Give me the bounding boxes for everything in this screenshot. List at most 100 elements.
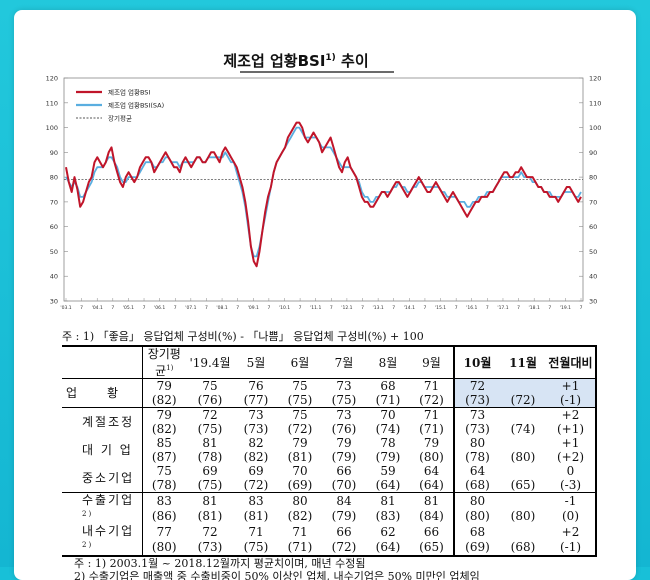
table-cell: 81 xyxy=(410,491,454,509)
x-tick-label: '04.1 xyxy=(92,305,103,311)
table-cell: (73) xyxy=(243,422,269,436)
x-tick-label: 7 xyxy=(392,305,395,311)
table-cell: (80) xyxy=(141,539,186,557)
x-tick-label: '12.1 xyxy=(341,305,352,311)
x-tick-label: '09.1 xyxy=(248,305,259,311)
column-header: 8월 xyxy=(366,345,410,379)
x-tick-label: 7 xyxy=(455,305,458,311)
table-cell xyxy=(500,524,546,539)
row-label: 계절조정 xyxy=(62,407,142,436)
y-tick-label-right: 120 xyxy=(589,75,601,83)
x-tick-label: '14.1 xyxy=(404,305,415,311)
table-cell: (-1) xyxy=(546,539,597,557)
table-cell: (79) xyxy=(331,450,357,464)
x-tick-label: '11.1 xyxy=(310,305,321,311)
table-cell: (76) xyxy=(197,393,223,407)
table-cell: 66 xyxy=(336,464,352,478)
table-cell: 81 xyxy=(186,491,234,509)
table-row: 업 황 79 75 76 75 73 68 71 72 +1 xyxy=(62,378,597,400)
y-tick-label-left: 110 xyxy=(46,99,58,107)
bsi-line-chart: 제조업 업황BSI1) 추이 30 30 40 40 50 50 60 60 70 70 80 80 90… xyxy=(46,52,602,311)
table-cell: (69) xyxy=(453,539,500,557)
table-cell: 80 xyxy=(453,491,500,509)
x-tick-label: 7 xyxy=(580,305,583,311)
table-cell: 81 xyxy=(366,491,410,509)
y-tick-label-left: 30 xyxy=(50,298,58,306)
table-cell: 71 xyxy=(423,379,440,393)
x-tick-label: 7 xyxy=(424,305,427,311)
y-tick-label-right: 110 xyxy=(589,99,601,107)
y-tick-label-left: 100 xyxy=(46,124,58,132)
table-row: (86) (81) (81) (82) (79) (83) (84) (80) (80) (0) xyxy=(62,508,597,524)
table-cell: 68 xyxy=(453,524,500,540)
table-row: (80) (73) (75) (71) (72) (64) (65) (69) (68) (-1) xyxy=(62,539,597,557)
y-tick-label-left: 70 xyxy=(50,198,58,206)
table-row: (87) (78) (82) (81) (79) (79) (80) (78) (80) (+2) xyxy=(62,450,597,464)
x-tick-label: '18.1 xyxy=(529,305,540,311)
table-cell: (87) xyxy=(141,450,186,464)
table-cell: (82) xyxy=(141,393,186,408)
chart-title: 제조업 업황BSI1) 추이 xyxy=(223,52,368,70)
table-cell: (69) xyxy=(287,478,313,492)
table-cell: (65) xyxy=(410,539,454,557)
table-row: 중소기업 75 69 69 70 66 59 64 64 0 xyxy=(62,464,597,485)
table-row: 수출기업2) 83 81 83 80 84 81 81 80 -1 xyxy=(62,491,597,524)
table-cell: (65) xyxy=(510,478,536,492)
table-cell: (-3) xyxy=(546,478,597,493)
x-tick-label: 7 xyxy=(205,305,208,311)
legend-label: 제조업 업황BSI xyxy=(108,88,150,97)
column-header: 11월 xyxy=(500,345,546,379)
x-tick-label: '19.1 xyxy=(560,305,571,311)
table-cell: +1 xyxy=(546,436,597,450)
x-tick-label: '17.1 xyxy=(497,305,508,311)
table-cell: 73 xyxy=(453,407,500,422)
table-cell: (75) xyxy=(331,393,357,407)
table-cell: 66 xyxy=(423,524,440,539)
x-tick-label: 7 xyxy=(299,305,302,311)
table-cell: 80 xyxy=(453,436,500,450)
table-cell: (79) xyxy=(331,509,357,524)
table-cell: 82 xyxy=(248,436,264,450)
table-cell: -1 xyxy=(546,491,597,509)
y-tick-label-right: 60 xyxy=(589,223,597,231)
table-cell: (82) xyxy=(141,422,186,436)
table-cell: 79 xyxy=(423,436,440,450)
table-cell: +2 xyxy=(546,524,597,540)
table-cell: 71 xyxy=(410,407,454,422)
x-tick-label: 7 xyxy=(486,305,489,311)
table-cell: (72) xyxy=(419,393,444,407)
y-tick-label-left: 120 xyxy=(46,75,58,83)
x-tick-label: '07.1 xyxy=(185,305,196,311)
table-cell: (73) xyxy=(453,393,500,408)
table-cell: 72 xyxy=(186,407,234,422)
table-cell: 69 xyxy=(248,464,264,478)
table-cell: (70) xyxy=(331,478,357,492)
table-cell: (78) xyxy=(141,478,186,493)
row-label: 업 황 xyxy=(66,386,121,400)
legend-label: 장기평균 xyxy=(108,114,132,123)
table-cell: (73) xyxy=(186,539,234,557)
table-cell: 76 xyxy=(248,379,264,393)
table-cell: (71) xyxy=(278,539,322,557)
y-tick-label-left: 90 xyxy=(50,149,58,157)
table-cell: (74) xyxy=(510,422,536,436)
table-cell: 73 xyxy=(336,379,352,393)
document-card: 제조업 업황BSI1) 추이 30 30 40 40 50 50 60 60 70 70 80 80 90… xyxy=(14,10,636,580)
table-cell: 83 xyxy=(234,491,278,509)
bsi-table: 장기평균1) '19.4월 5월 6월 7월 8월 9월 10월 11월 전월대비 업 황 79 75 7… xyxy=(62,345,597,557)
x-tick-label: 7 xyxy=(548,305,551,311)
table-cell: 79 xyxy=(336,436,352,450)
column-header: 7월 xyxy=(322,345,366,379)
x-tick-label: '10.1 xyxy=(279,305,290,311)
table-cell: 73 xyxy=(234,407,278,422)
table-cell: (-1) xyxy=(546,393,597,408)
table-cell xyxy=(500,491,546,509)
x-tick-label: 7 xyxy=(236,305,239,311)
table-row: 대 기 업 85 81 82 79 79 78 79 80 +1 xyxy=(62,436,597,457)
table-cell: (84) xyxy=(419,509,444,524)
table-cell: (76) xyxy=(331,422,357,436)
table-cell: (74) xyxy=(375,422,401,436)
y-tick-label-right: 50 xyxy=(589,248,597,256)
table-cell: 75 xyxy=(202,379,218,393)
x-tick-label: 7 xyxy=(361,305,364,311)
